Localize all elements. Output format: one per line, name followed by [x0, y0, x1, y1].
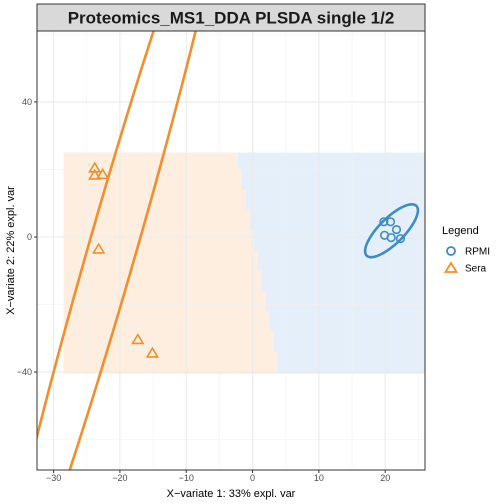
data-point-sera	[92, 242, 106, 254]
y-tick-label: 40	[22, 97, 32, 107]
x-tick-label: −10	[179, 473, 194, 483]
data-point-sera	[88, 168, 102, 180]
data-point-sera	[95, 167, 110, 180]
x-tick-label: 20	[380, 473, 390, 483]
data-point-sera	[145, 346, 160, 358]
legend-title: Legend	[442, 225, 479, 237]
legend: Legend RPMI Sera	[442, 225, 490, 275]
x-tick-label: −20	[112, 473, 127, 483]
x-axis-title: X−variate 1: 33% expl. var	[167, 488, 296, 500]
legend-key-sera	[443, 261, 459, 273]
chart-title: Proteomics_MS1_DDA PLSDA single 1/2	[68, 9, 395, 28]
series-sera	[88, 161, 160, 358]
plot-area	[37, 31, 425, 470]
confidence-ellipse-sera	[37, 31, 197, 470]
title-strip	[36, 3, 426, 32]
data-point-rpmi	[386, 233, 396, 243]
data-point-rpmi	[385, 217, 396, 227]
y-tick-label: −40	[17, 367, 32, 377]
data-point-rpmi	[391, 224, 402, 235]
y-axis-title: X−variate 2: 22% expl. var	[5, 186, 17, 315]
data-point-rpmi	[379, 217, 389, 227]
data-point-rpmi	[395, 234, 406, 244]
data-point-sera	[88, 161, 102, 173]
data-point-sera	[131, 333, 145, 345]
confidence-ellipse-rpmi	[363, 203, 420, 259]
x-tick-label: −30	[46, 473, 61, 483]
y-tick-label: 0	[27, 232, 32, 242]
legend-key-rpmi	[446, 246, 456, 256]
x-tick-label: 10	[314, 473, 324, 483]
x-tick-label: 0	[250, 473, 255, 483]
legend-label-rpmi: RPMI	[465, 247, 490, 258]
series-rpmi	[379, 217, 406, 244]
legend-label-sera: Sera	[465, 264, 487, 275]
